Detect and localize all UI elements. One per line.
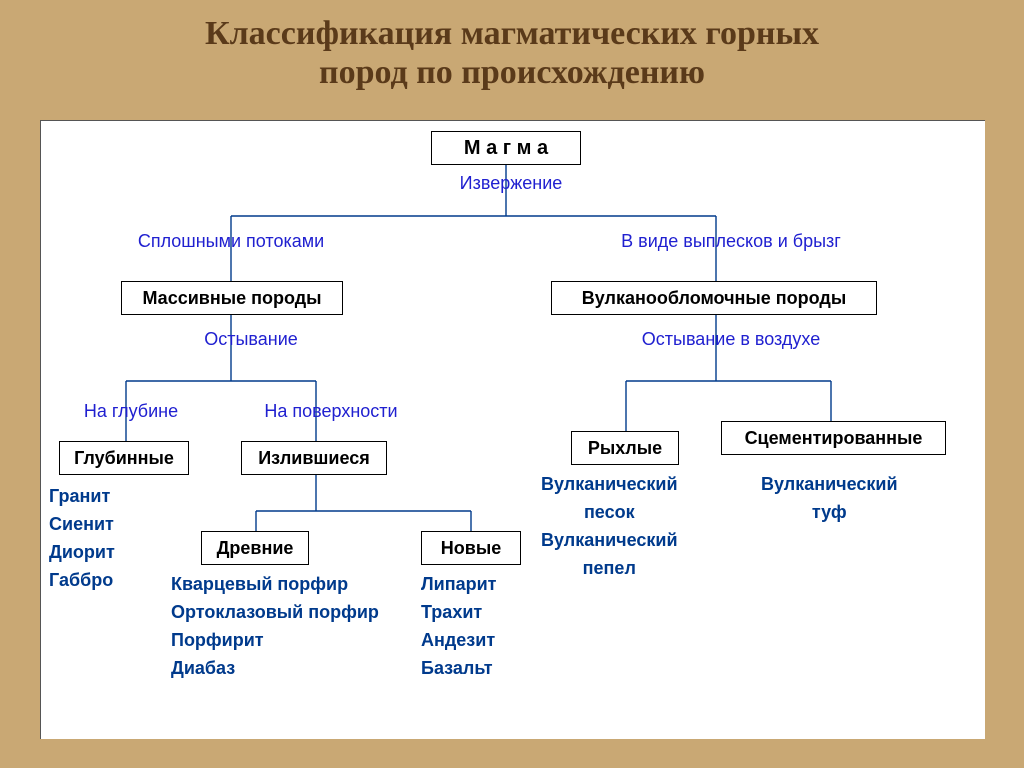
examples-deep_list: ГранитСиенитДиоритГаббро	[49, 483, 115, 595]
slide: Классификация магматических горных пород…	[0, 0, 1024, 768]
node-massive: Массивные породы	[121, 281, 343, 315]
title-line-2: пород по происхождению	[319, 54, 705, 91]
node-ancient: Древние	[201, 531, 309, 565]
label-cooling_air: Остывание в воздухе	[611, 329, 851, 350]
label-on_surface: На поверхности	[241, 401, 421, 422]
label-splashes: В виде выплесков и брызг	[581, 231, 881, 252]
node-new: Новые	[421, 531, 521, 565]
node-cemented: Сцементированные	[721, 421, 946, 455]
node-magma: М а г м а	[431, 131, 581, 165]
examples-cemented_list: Вулканическийтуф	[761, 471, 898, 527]
node-loose: Рыхлые	[571, 431, 679, 465]
examples-ancient_list: Кварцевый порфирОртоклазовый порфирПорфи…	[171, 571, 379, 683]
page-title: Классификация магматических горных пород…	[0, 0, 1024, 92]
label-eruption: Извержение	[441, 173, 581, 194]
examples-new_list: ЛипаритТрахитАндезитБазальт	[421, 571, 496, 683]
label-streams: Сплошными потоками	[111, 231, 351, 252]
title-line-1: Классификация магматических горных	[205, 15, 819, 52]
examples-loose_list: ВулканическийпесокВулканическийпепел	[541, 471, 678, 583]
node-volcaniclastic: Вулканообломочные породы	[551, 281, 877, 315]
node-deep: Глубинные	[59, 441, 189, 475]
diagram-canvas: М а г м а Массивные породы Вулканообломочн…	[40, 120, 985, 739]
label-cooling: Остывание	[181, 329, 321, 350]
label-at_depth: На глубине	[61, 401, 201, 422]
node-effusive: Излившиеся	[241, 441, 387, 475]
